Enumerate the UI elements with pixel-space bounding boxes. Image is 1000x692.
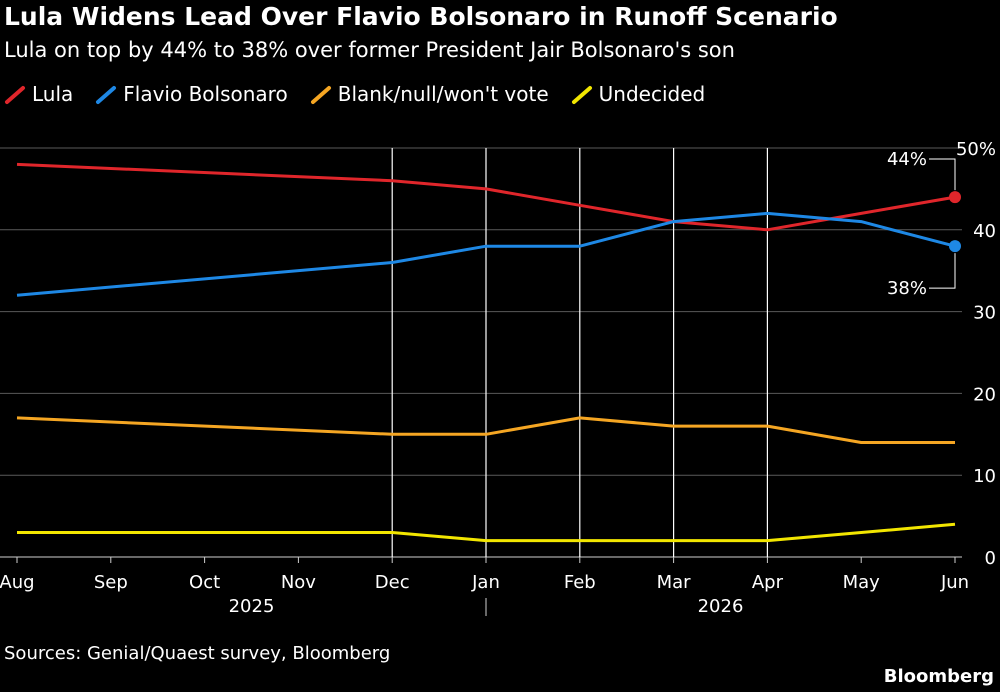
y-tick-label: 50% [956, 139, 996, 160]
legend: Lula Flavio Bolsonaro Blank/null/won't vot… [4, 82, 727, 106]
series-line-1 [16, 211, 956, 297]
x-tick-label: Oct [189, 572, 220, 593]
x-tick-label: Feb [564, 572, 596, 593]
legend-swatch [5, 86, 25, 104]
x-tick-label: Nov [281, 572, 316, 593]
x-tick-label: Sep [94, 572, 128, 593]
bloomberg-logo: Bloomberg [883, 666, 994, 687]
year-label: 2025 [229, 596, 275, 617]
x-tick-label: May [843, 572, 881, 593]
legend-label: Flavio Bolsonaro [123, 82, 288, 106]
chart-subtitle: Lula on top by 44% to 38% over former Pr… [4, 38, 735, 62]
series-line-3 [17, 522, 956, 543]
legend-label: Blank/null/won't vote [337, 82, 549, 106]
y-tick-label: 0 [985, 548, 996, 569]
legend-item: Flavio Bolsonaro [95, 82, 288, 106]
source-note: Sources: Genial/Quaest survey, Bloomberg [4, 643, 391, 664]
legend-swatch [310, 86, 331, 104]
annotation-leader [929, 253, 956, 289]
y-tick-label: 30 [973, 303, 996, 324]
legend-item: Blank/null/won't vote [310, 82, 549, 106]
line-chart: 0 10 20 30 40 50% Aug Sep Oct Nov Dec Jan Feb Mar Apr M… [0, 139, 996, 617]
series-line-0 [16, 162, 956, 232]
x-tick-label: Jun [940, 572, 969, 593]
annotation-label: 44% [887, 149, 927, 170]
x-tick-label: Dec [375, 572, 410, 593]
series-line-2 [16, 416, 955, 444]
legend-item: Undecided [571, 82, 706, 106]
legend-swatch [96, 86, 117, 104]
y-tick-label: 20 [973, 384, 996, 405]
year-label: 2026 [698, 596, 744, 617]
annotation-label: 38% [887, 278, 927, 299]
x-tick-label: Mar [657, 572, 692, 593]
x-tick-label: Jan [471, 572, 500, 593]
endpoint-dot [949, 240, 961, 253]
x-tick-label: Apr [752, 572, 784, 593]
legend-label: Lula [32, 82, 74, 106]
x-tick-label: Aug [0, 572, 35, 593]
legend-label: Undecided [598, 82, 706, 106]
legend-item: Lula [4, 82, 73, 106]
annotation-leader [929, 158, 956, 191]
legend-swatch [571, 86, 592, 104]
chart-title: Lula Widens Lead Over Flavio Bolsonaro i… [4, 2, 838, 31]
endpoint-dot [949, 191, 961, 204]
y-tick-label: 10 [973, 466, 996, 487]
y-tick-label: 40 [973, 221, 996, 242]
